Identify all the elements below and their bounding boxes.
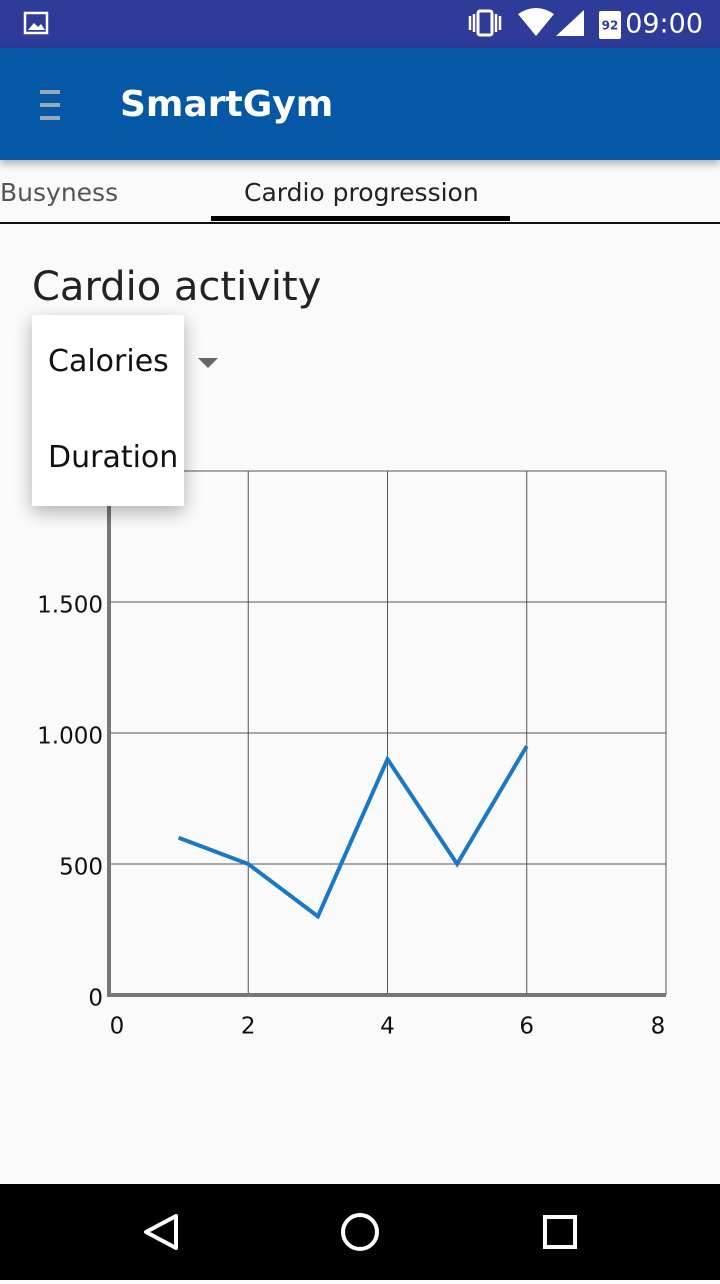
nav-bar [0, 1184, 720, 1280]
x-tick-label: 2 [241, 1014, 256, 1040]
app-title: SmartGym [120, 84, 334, 125]
menu-item[interactable]: Duration [48, 440, 179, 475]
x-tick-label: 8 [651, 1014, 666, 1040]
tab-indicator [211, 216, 510, 221]
status-icons: 92 09:00 [23, 8, 703, 40]
recents-button[interactable] [543, 1215, 577, 1249]
signal-icon [556, 10, 584, 36]
home-button[interactable] [341, 1213, 379, 1251]
menu-item[interactable]: Calories [48, 344, 169, 379]
dropdown-menu: Calories Duration [32, 315, 184, 506]
tab-bar: Busyness Cardio progression [0, 160, 720, 224]
vibrate-waves [468, 14, 502, 32]
x-tick-label: 0 [110, 1014, 125, 1040]
nav-icons [144, 1213, 577, 1251]
x-tick-label: 4 [380, 1014, 395, 1040]
tab[interactable]: Busyness [0, 178, 119, 207]
image-icon [23, 11, 49, 35]
y-tick-label: 1.000 [37, 724, 103, 750]
battery-level: 92 [602, 19, 619, 33]
status-bar: 92 09:00 [0, 0, 720, 48]
image-icon-shape [28, 23, 45, 30]
y-tick-label: 500 [59, 855, 103, 881]
back-button[interactable] [144, 1214, 178, 1250]
data-line [177, 745, 529, 920]
app-bar: SmartGym [0, 48, 720, 160]
dropdown-arrow[interactable] [196, 356, 220, 370]
tab-selected[interactable]: Cardio progression [244, 178, 479, 207]
section-heading: Cardio activity [32, 264, 322, 310]
clock: 09:00 [625, 9, 703, 40]
wifi-icon [518, 8, 554, 36]
battery-icon [599, 11, 621, 39]
menu-button[interactable] [38, 88, 64, 122]
y-tick-label: 1.500 [37, 593, 103, 619]
x-tick-label: 6 [519, 1014, 534, 1040]
y-tick-label: 0 [88, 986, 103, 1012]
vibrate-icon [476, 9, 494, 37]
